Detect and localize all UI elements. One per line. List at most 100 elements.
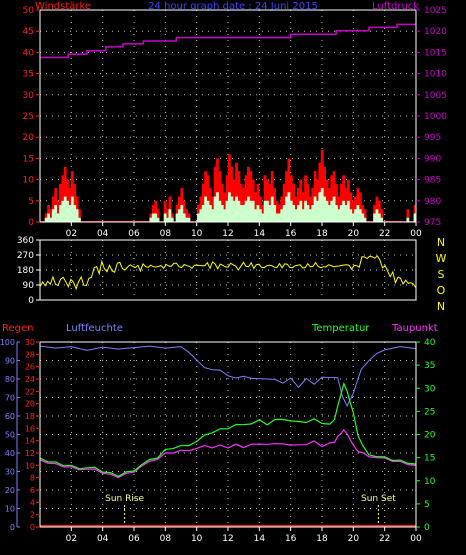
wind-average-bar (289, 200, 293, 222)
wind-gust-bar (377, 200, 381, 222)
wind-average-bar (51, 209, 55, 222)
wind-average-bar (335, 205, 338, 222)
temperature-line (39, 381, 417, 478)
wind-average-bar (261, 213, 265, 222)
pressure-line (40, 23, 416, 59)
wind-x-ticks: 02 04 06 08 10 12 14 16 18 20 22 00 (66, 222, 422, 239)
wind-gust-bar (358, 192, 362, 222)
x-tick-label: 08 (160, 229, 172, 239)
x-tick-label: 12 (222, 534, 233, 544)
wind-gust-bar (349, 192, 353, 222)
wind-average-bar (270, 196, 274, 222)
pressure-tick-label: 995 (424, 133, 441, 143)
wind-average-bar (318, 192, 322, 222)
pressure-tick-label: 1000 (424, 112, 447, 122)
x-tick-label: 10 (191, 229, 203, 239)
wind-average-bar (320, 188, 324, 222)
wind-average-bar (70, 196, 74, 222)
wind-tick-label: 30 (23, 91, 35, 101)
rain-tick-label: 26 (25, 363, 35, 372)
direction-line (39, 255, 417, 291)
wind-tick-label: 40 (23, 48, 35, 58)
wind-gust-bar (247, 166, 250, 222)
wind-gust-bar (175, 205, 179, 222)
wind-average-bar (247, 196, 250, 222)
compass-label: S (438, 268, 445, 281)
wind-tick-label: 25 (23, 112, 34, 122)
wind-gust-bar (254, 192, 257, 222)
wind-average-bar (61, 200, 65, 222)
wind-gust-bar (406, 209, 410, 222)
wind-average-bar (170, 217, 174, 222)
wind-average-bar (258, 209, 262, 222)
wind-pressure-panel: 24 hour graph date : 24 Juni 2015 Windst… (23, 1, 448, 239)
wind-average-bar (154, 213, 158, 222)
wind-average-bar (268, 205, 272, 222)
wind-gust-bar (239, 183, 243, 222)
wind-average-bar (339, 205, 343, 222)
x-tick-label: 06 (128, 229, 140, 239)
wind-average-bar (342, 200, 346, 222)
pressure-axis-label: Luftdruck (372, 1, 419, 12)
wind-average-bar (206, 200, 210, 222)
rain-tick-label: 10 (25, 461, 35, 470)
wind-gust-bar (63, 166, 67, 222)
wind-gust-bar (413, 205, 417, 222)
wind-average-bar (204, 196, 207, 222)
wind-average-bar (168, 209, 172, 222)
wind-gust-bar (225, 175, 229, 222)
rain-tick-label: 2 (30, 511, 35, 520)
wind-average-bar (235, 196, 238, 222)
dewpoint-axis-label: Taupunkt (391, 323, 438, 334)
wind-gust-bar (277, 205, 281, 222)
wind-average-bar (413, 213, 417, 222)
wind-average-bar (332, 196, 336, 222)
wind-average-bar (63, 196, 67, 222)
sun-markers: Sun Rise Sun Set (105, 494, 396, 527)
pressure-tick-label: 1025 (424, 6, 447, 16)
x-tick-label: 14 (254, 534, 266, 544)
wind-average-bar (377, 213, 381, 222)
wind-average-bar (301, 209, 305, 222)
x-tick-label: 22 (379, 534, 390, 544)
wind-gust-bar (339, 183, 343, 222)
pressure-tick-label: 1020 (424, 27, 447, 37)
humidity-tick-label: 100 (0, 338, 15, 347)
wind-tick-label: 50 (23, 6, 35, 16)
x-tick-label: 20 (348, 229, 360, 239)
wind-gust-bar (56, 200, 60, 222)
wind-average-bar (346, 200, 350, 222)
wind-average-bar (156, 217, 160, 222)
wind-tick-label: 45 (23, 27, 34, 37)
wind-average-bar (273, 205, 276, 222)
pressure-tick-label: 1010 (424, 70, 447, 80)
humidity-tick-label: 30 (5, 468, 15, 477)
wind-average-bar (358, 209, 362, 222)
temperature-tick-label: 10 (424, 477, 436, 487)
wind-gust-bar (263, 175, 267, 222)
x-tick-label: 16 (285, 534, 297, 544)
wind-average-bar (49, 217, 53, 222)
wind-average-bar (178, 209, 181, 222)
wind-average-bar (327, 205, 331, 222)
wind-average-bar (361, 213, 365, 222)
wind-gust-bar (361, 205, 365, 222)
wind-gust-bar (185, 209, 188, 222)
wind-gust-bar (182, 200, 186, 222)
rain-tick-label: 4 (30, 498, 35, 507)
humidity-tick-label: 60 (5, 412, 15, 421)
wind-gust-bar (287, 158, 291, 222)
wind-average-bar (163, 213, 167, 222)
wind-average-bar (208, 205, 212, 222)
wind-tick-label: 15 (23, 154, 34, 164)
direction-tick-label: 180 (17, 266, 34, 276)
wind-average-bar (356, 205, 360, 222)
x-tick-label: 04 (97, 534, 109, 544)
wind-gust-bar (289, 175, 293, 222)
wind-average-bar (292, 205, 296, 222)
humidity-temperature-panel: Regen Luftfeuchte Temperatur Taupunkt Su… (0, 323, 438, 544)
wind-gust-bar (373, 205, 376, 222)
wind-average-bar (325, 200, 329, 222)
wind-gust-bar (304, 175, 307, 222)
